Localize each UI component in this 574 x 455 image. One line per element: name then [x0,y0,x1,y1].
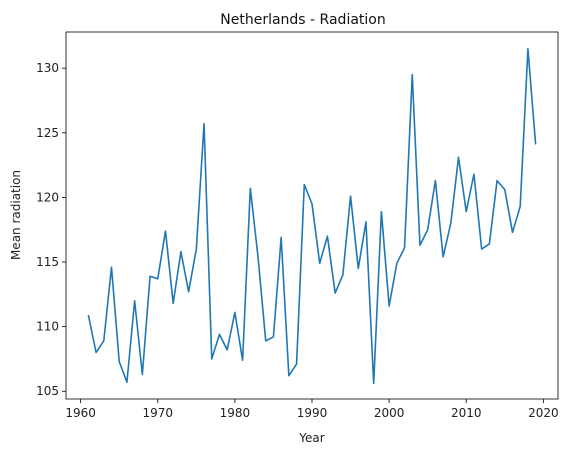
series-layer [87,47,537,385]
y-axis-label: Mean radiation [9,170,23,260]
data-point [273,336,275,338]
data-point [103,340,105,342]
data-point [288,375,290,377]
data-point [250,188,252,190]
data-point [342,274,344,276]
data-point [527,48,529,50]
data-point [519,206,521,208]
data-point [242,359,244,361]
data-point [211,358,213,360]
data-point [442,256,444,258]
data-point [88,314,90,316]
data-point [311,203,313,205]
data-point [458,157,460,159]
data-point [280,237,282,239]
y-tick-label: 110 [36,320,59,334]
x-tick-label: 2010 [451,406,482,420]
y-tick-label: 120 [36,190,59,204]
data-point [165,230,167,232]
x-axis-label: Year [298,431,324,445]
data-point [435,180,437,182]
data-point [319,263,321,265]
data-point [126,381,128,383]
data-point [427,229,429,231]
data-point [142,374,144,376]
data-point [504,189,506,191]
data-point [350,195,352,197]
data-point [481,248,483,250]
data-point [134,300,136,302]
x-tick-label: 1960 [65,406,96,420]
y-tick-label: 105 [36,384,59,398]
data-point [234,312,236,314]
data-point [334,292,336,294]
series-line [87,47,537,385]
data-point [419,244,421,246]
data-point [404,247,406,249]
y-tick-label: 130 [36,61,59,75]
data-point [95,352,97,354]
x-axis: 1960 1970 1980 1990 2000 2010 2020 [65,399,559,420]
data-point [381,211,383,213]
data-point [303,184,305,186]
data-point [465,211,467,213]
data-point [489,243,491,245]
x-tick-label: 2000 [374,406,405,420]
data-point [411,74,413,76]
x-tick-label: 1990 [297,406,328,420]
data-point [396,263,398,265]
data-point [327,235,329,237]
data-point [196,248,198,250]
data-point [118,361,120,363]
data-point [226,349,228,351]
data-point [111,266,113,268]
x-tick-label: 1980 [220,406,251,420]
data-point [373,383,375,385]
data-point [188,291,190,293]
data-point [172,303,174,305]
y-tick-label: 125 [36,126,59,140]
data-point [219,334,221,336]
data-point [535,144,537,146]
data-point [265,340,267,342]
data-point [512,231,514,233]
data-point [180,251,182,253]
data-point [365,221,367,223]
data-point [296,363,298,365]
y-axis: 105 110 115 120 125 130 [36,61,66,398]
data-point [496,180,498,182]
data-point [357,268,359,270]
data-point [388,305,390,307]
data-point [203,123,205,125]
data-point [149,275,151,277]
x-tick-label: 2020 [528,406,559,420]
y-tick-label: 115 [36,255,59,269]
chart-title: Netherlands - Radiation [220,12,385,28]
x-tick-label: 1970 [142,406,173,420]
data-point [157,278,159,280]
data-point [257,256,259,258]
data-point [450,222,452,224]
data-point [473,173,475,175]
